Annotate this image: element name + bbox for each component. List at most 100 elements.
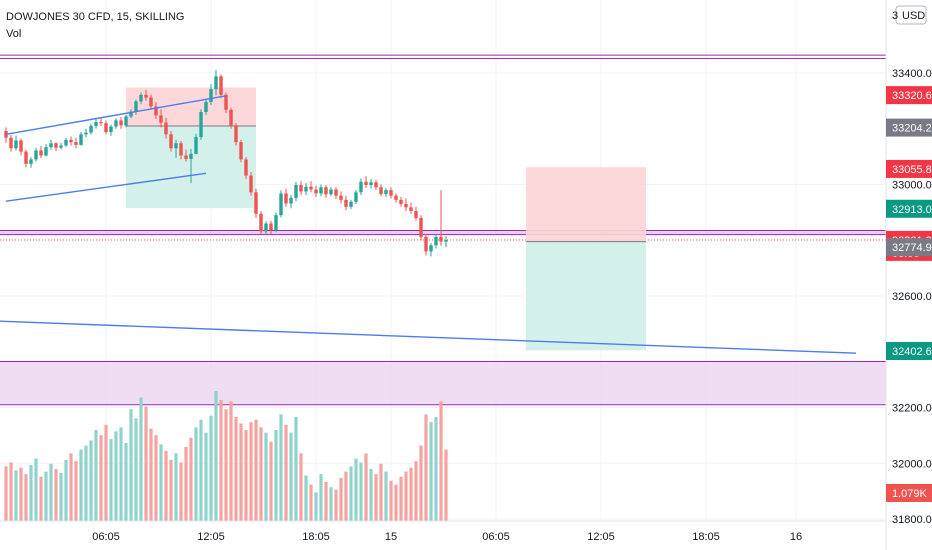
chart-header: DOWJONES 30 CFD, 15, SKILLING Vol — [6, 11, 185, 40]
candle-body — [94, 122, 98, 126]
candle-body — [194, 137, 198, 154]
volume-bar — [354, 458, 358, 521]
volume-bar — [119, 427, 123, 521]
candle-body — [144, 94, 148, 98]
volume-bar — [204, 432, 208, 521]
candle-body — [39, 150, 43, 156]
candle-body — [349, 201, 353, 207]
price-badge-label: 33204.2 — [892, 123, 932, 135]
trend-line[interactable] — [0, 320, 857, 354]
volume-bar — [199, 419, 203, 521]
volume-bar — [344, 471, 348, 521]
time-tick-label: 16 — [790, 531, 802, 543]
price-badge — [886, 199, 932, 218]
trend-line[interactable] — [5, 172, 207, 202]
position-tools[interactable] — [126, 87, 646, 351]
candle-body — [319, 187, 323, 194]
candle-body — [184, 155, 188, 159]
time-axis[interactable]: 06:05 12:05 18:05 15 06:05 12:05 18:05 16 — [0, 520, 886, 543]
candle-body — [254, 192, 258, 214]
volume-bar — [384, 471, 388, 521]
currency-button-label: USD — [902, 10, 925, 22]
price-badge — [886, 238, 932, 257]
candle-body — [284, 193, 288, 204]
volume-bar — [34, 458, 38, 521]
candle-body — [14, 140, 18, 149]
volume-label: Vol — [6, 28, 21, 40]
candle-body — [274, 215, 278, 231]
volume-bar — [289, 432, 293, 521]
volume-bar — [399, 476, 403, 521]
volume-bar — [69, 453, 73, 521]
trend-line[interactable] — [5, 95, 227, 136]
candle-body — [309, 186, 313, 190]
price-badge — [886, 159, 932, 178]
volume-bar — [94, 430, 98, 521]
price-tick-label: 33000.0 — [892, 180, 932, 192]
candle-body — [9, 137, 13, 149]
volume-bar — [164, 450, 168, 521]
volume-bar — [99, 435, 103, 521]
candle-body — [264, 223, 268, 232]
candle-body — [49, 143, 53, 148]
volume-bar — [74, 461, 78, 521]
volume-bar — [149, 428, 153, 521]
volume-bar — [129, 409, 133, 521]
candle-body — [339, 195, 343, 200]
volume-bar — [439, 401, 443, 521]
volume-bar — [294, 417, 298, 521]
volume-bar — [429, 422, 433, 521]
candle-body — [149, 97, 153, 107]
currency-button[interactable]: USD — [895, 5, 927, 25]
volume-bar — [394, 484, 398, 521]
candle-body — [159, 115, 163, 123]
volume-bar — [259, 427, 263, 521]
candle-body — [354, 192, 358, 202]
candle-body — [289, 197, 293, 204]
stop-loss-zone[interactable] — [126, 87, 256, 126]
volume-bar — [314, 492, 318, 521]
candle-body — [74, 142, 78, 145]
candle-body — [344, 199, 348, 207]
price-badge-label: 32774.9 — [892, 242, 932, 254]
level-zone — [0, 230, 886, 235]
volume-bar — [184, 446, 188, 521]
stop-loss-zone[interactable] — [526, 167, 646, 242]
take-profit-zone[interactable] — [526, 241, 646, 351]
volume-bar — [64, 459, 68, 521]
volume-badge — [886, 484, 932, 502]
volume-bar — [79, 449, 83, 521]
volume-bar — [154, 435, 158, 521]
volume-bar — [84, 445, 88, 521]
price-axis[interactable]: 33400.0 33000.0 32600.0 32200.0 32000.0 31800… — [885, 0, 932, 550]
candle-body — [394, 195, 398, 200]
volume-bar — [414, 461, 418, 521]
drawings[interactable] — [0, 95, 857, 354]
price-badge-label: 33055.8 — [892, 164, 932, 176]
volume-bar — [269, 441, 273, 521]
candle-body — [299, 185, 303, 192]
candle-body — [189, 153, 193, 159]
candle-body — [199, 112, 203, 138]
volume-bar — [44, 471, 48, 521]
candle-body — [124, 116, 128, 126]
candle-body — [19, 140, 23, 152]
volume-bar — [329, 487, 333, 521]
candle-body — [69, 139, 73, 143]
volume-bar — [159, 444, 163, 521]
volume-bar — [54, 469, 58, 521]
time-tick-label: 12:05 — [587, 531, 615, 543]
candle-body — [24, 151, 28, 164]
candle-body — [384, 190, 388, 194]
candle-body — [234, 125, 238, 143]
candle-body — [29, 159, 33, 164]
volume-bar — [224, 409, 228, 521]
price-tick-label: 32200.0 — [892, 403, 932, 415]
candle-body — [139, 94, 143, 102]
candle-body — [334, 189, 338, 196]
candle-body — [179, 143, 183, 156]
candle-body — [84, 132, 88, 135]
candle-body — [439, 236, 443, 242]
candle-body — [244, 159, 248, 176]
